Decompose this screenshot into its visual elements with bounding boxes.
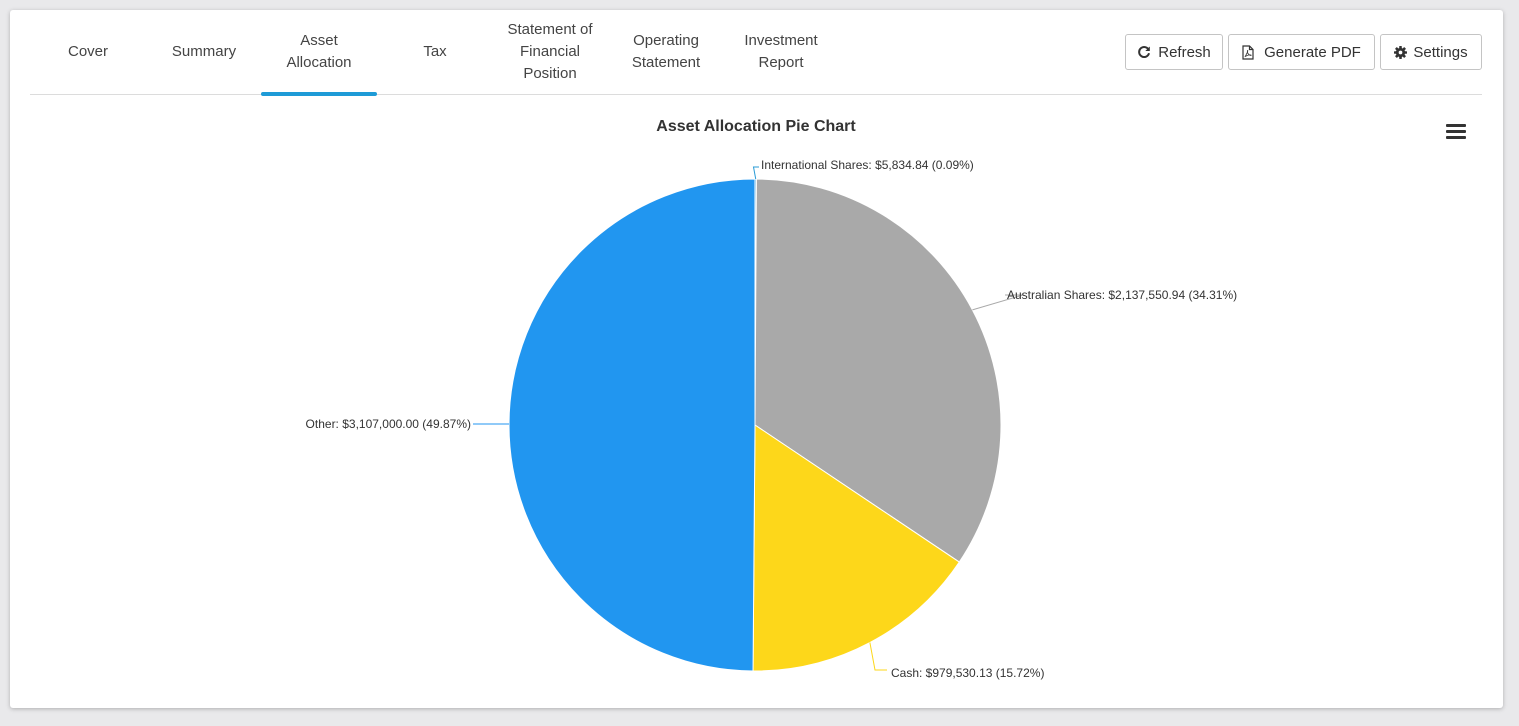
asset-allocation-pie-chart: Asset Allocation Pie Chart International…: [306, 118, 1238, 680]
tab-asset-allocation[interactable]: Asset Allocation: [261, 10, 377, 96]
tab-label: Statement of Financial Position: [507, 21, 593, 82]
pie-slice-other[interactable]: [508, 178, 756, 672]
report-card: Cover Summary Asset Allocation Tax State…: [10, 10, 1503, 708]
pdf-file-icon: [1242, 44, 1254, 60]
settings-label: Settings: [1413, 43, 1468, 61]
report-tabs: Cover Summary Asset Allocation Tax State…: [30, 10, 1482, 96]
tab-investment-report[interactable]: Investment Report: [723, 10, 839, 94]
tab-label: Summary: [171, 43, 237, 60]
data-label-international-shares: International Shares: $5,834.84 (0.09%): [761, 158, 974, 172]
label-connector: [972, 294, 1024, 311]
tab-summary[interactable]: Summary: [146, 10, 262, 94]
tab-label: Cover: [67, 43, 108, 60]
label-connector: [869, 642, 887, 671]
pie-slice-australian-shares[interactable]: [754, 178, 1002, 563]
settings-button[interactable]: Settings: [1380, 34, 1482, 70]
tab-label: Tax: [423, 43, 447, 60]
refresh-icon: [1138, 46, 1151, 58]
hamburger-menu-icon[interactable]: [1446, 124, 1466, 140]
generate-pdf-button[interactable]: Generate PDF: [1228, 34, 1375, 70]
tab-tax[interactable]: Tax: [377, 10, 493, 94]
data-label-other: Other: $3,107,000.00 (49.87%): [306, 417, 471, 431]
data-label-cash: Cash: $979,530.13 (15.72%): [891, 666, 1044, 680]
refresh-label: Refresh: [1158, 43, 1211, 61]
tab-operating-statement[interactable]: Operating Statement: [608, 10, 724, 94]
gear-icon: [1394, 45, 1408, 59]
tab-label: Asset Allocation: [286, 32, 352, 71]
data-label-australian-shares: Australian Shares: $2,137,550.94 (34.31%…: [1007, 288, 1237, 302]
tab-statement-of-financial-position[interactable]: Statement of Financial Position: [492, 10, 608, 94]
chart-title: Asset Allocation Pie Chart: [656, 118, 856, 135]
tab-label: Operating Statement: [631, 32, 701, 71]
generate-pdf-label: Generate PDF: [1264, 43, 1361, 61]
tab-label: Investment Report: [744, 32, 818, 71]
tab-cover[interactable]: Cover: [30, 10, 146, 94]
refresh-button[interactable]: Refresh: [1125, 34, 1223, 70]
pie-slice-cash[interactable]: [752, 424, 960, 672]
label-connector: [752, 166, 759, 180]
